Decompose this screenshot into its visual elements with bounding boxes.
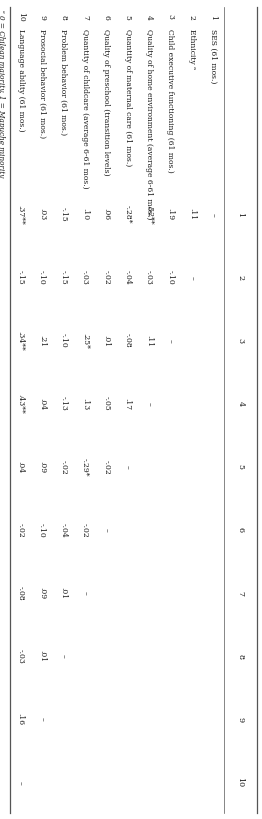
Text: 5: 5 bbox=[237, 464, 244, 468]
Text: Quantity of maternal care (61 mos.): Quantity of maternal care (61 mos.) bbox=[124, 29, 132, 166]
Text: Quality of preschool (transition levels): Quality of preschool (transition levels) bbox=[102, 29, 110, 175]
Text: -.10: -.10 bbox=[166, 270, 174, 285]
Text: .21: .21 bbox=[38, 334, 46, 346]
Text: .52**: .52** bbox=[145, 205, 153, 224]
Text: -.28*: -.28* bbox=[124, 205, 132, 224]
Text: .17: .17 bbox=[124, 397, 132, 410]
Text: .06: .06 bbox=[102, 208, 110, 220]
Text: –: – bbox=[166, 338, 174, 342]
Text: –: – bbox=[81, 590, 89, 595]
Text: -.03: -.03 bbox=[145, 270, 153, 285]
Text: -.05: -.05 bbox=[102, 396, 110, 410]
Text: -.03: -.03 bbox=[81, 270, 89, 285]
Text: Quality of home environment (average 6-61 mos.): Quality of home environment (average 6-6… bbox=[145, 29, 153, 219]
Text: 6: 6 bbox=[102, 15, 110, 20]
Text: .01: .01 bbox=[38, 649, 46, 662]
Text: -.02: -.02 bbox=[17, 522, 25, 536]
Text: ᵃ 0 = Chilean majority, 1 = Mapuche minority: ᵃ 0 = Chilean majority, 1 = Mapuche mino… bbox=[0, 10, 5, 177]
Text: -.29*: -.29* bbox=[81, 457, 89, 476]
Text: -.08: -.08 bbox=[124, 333, 132, 348]
Text: 3: 3 bbox=[166, 15, 174, 20]
Text: .11: .11 bbox=[188, 208, 196, 220]
Text: .37**: .37** bbox=[17, 205, 25, 224]
Text: -.15: -.15 bbox=[17, 270, 25, 285]
Text: -.04: -.04 bbox=[124, 270, 132, 285]
Text: .09: .09 bbox=[38, 460, 46, 473]
Text: .09: .09 bbox=[38, 586, 46, 599]
Text: 9: 9 bbox=[237, 716, 244, 721]
Text: Ethnicity ᵃ: Ethnicity ᵃ bbox=[188, 29, 196, 69]
Text: -.02: -.02 bbox=[102, 459, 110, 473]
Text: -.10: -.10 bbox=[59, 333, 68, 348]
Text: –: – bbox=[38, 717, 46, 721]
Text: -.08: -.08 bbox=[17, 585, 25, 600]
Text: Quantity of childcare (average 6-61 mos.): Quantity of childcare (average 6-61 mos.… bbox=[81, 29, 89, 188]
Text: -.02: -.02 bbox=[59, 459, 68, 473]
Text: 1: 1 bbox=[209, 15, 217, 20]
Text: 1: 1 bbox=[237, 212, 244, 217]
Text: .13: .13 bbox=[81, 397, 89, 410]
Text: 7: 7 bbox=[237, 590, 244, 595]
Text: .43**: .43** bbox=[17, 393, 25, 414]
Text: 5: 5 bbox=[124, 15, 132, 20]
Text: Language ability (61 mos.): Language ability (61 mos.) bbox=[17, 29, 25, 132]
Text: –: – bbox=[102, 527, 110, 532]
Text: 4: 4 bbox=[237, 400, 244, 406]
Text: –: – bbox=[209, 212, 217, 216]
Text: -.13: -.13 bbox=[59, 396, 68, 411]
Text: .16: .16 bbox=[17, 713, 25, 725]
Text: -.15: -.15 bbox=[59, 270, 68, 285]
Text: SES (61 mos.): SES (61 mos.) bbox=[209, 29, 217, 84]
Text: Problem behavior (61 mos.): Problem behavior (61 mos.) bbox=[59, 29, 68, 135]
Text: 2: 2 bbox=[188, 15, 196, 20]
Text: 3: 3 bbox=[237, 337, 244, 343]
Text: .19: .19 bbox=[166, 208, 174, 220]
Text: -.03: -.03 bbox=[17, 648, 25, 663]
Text: -.10: -.10 bbox=[38, 522, 46, 536]
Text: .25*: .25* bbox=[81, 333, 89, 348]
Text: .01: .01 bbox=[102, 334, 110, 346]
Text: .03: .03 bbox=[38, 208, 46, 220]
Text: .34**: .34** bbox=[17, 331, 25, 351]
Text: -.15: -.15 bbox=[59, 207, 68, 222]
Text: –: – bbox=[59, 654, 68, 658]
Text: 10: 10 bbox=[237, 776, 244, 786]
Text: 10: 10 bbox=[17, 12, 25, 22]
Text: –: – bbox=[124, 464, 132, 468]
Text: 4: 4 bbox=[145, 15, 153, 20]
Text: .11: .11 bbox=[145, 334, 153, 346]
Text: 8: 8 bbox=[237, 653, 244, 658]
Text: Prosocial behavior (61 mos.): Prosocial behavior (61 mos.) bbox=[38, 29, 46, 138]
Text: .01: .01 bbox=[59, 586, 68, 599]
Text: Child executive functioning (61 mos.): Child executive functioning (61 mos.) bbox=[166, 29, 174, 173]
Text: .04: .04 bbox=[17, 460, 25, 473]
Text: -.04: -.04 bbox=[59, 522, 68, 536]
Text: .04: .04 bbox=[38, 397, 46, 410]
Text: 2: 2 bbox=[237, 274, 244, 280]
Text: 9: 9 bbox=[38, 15, 46, 20]
Text: 7: 7 bbox=[81, 15, 89, 20]
Text: –: – bbox=[188, 275, 196, 279]
Text: -.10: -.10 bbox=[38, 270, 46, 285]
Text: -.02: -.02 bbox=[81, 522, 89, 536]
Text: .10: .10 bbox=[81, 208, 89, 220]
Text: 8: 8 bbox=[59, 15, 68, 20]
Text: -.02: -.02 bbox=[102, 270, 110, 285]
Text: –: – bbox=[145, 401, 153, 405]
Text: 6: 6 bbox=[237, 527, 244, 532]
Text: –: – bbox=[17, 780, 25, 784]
